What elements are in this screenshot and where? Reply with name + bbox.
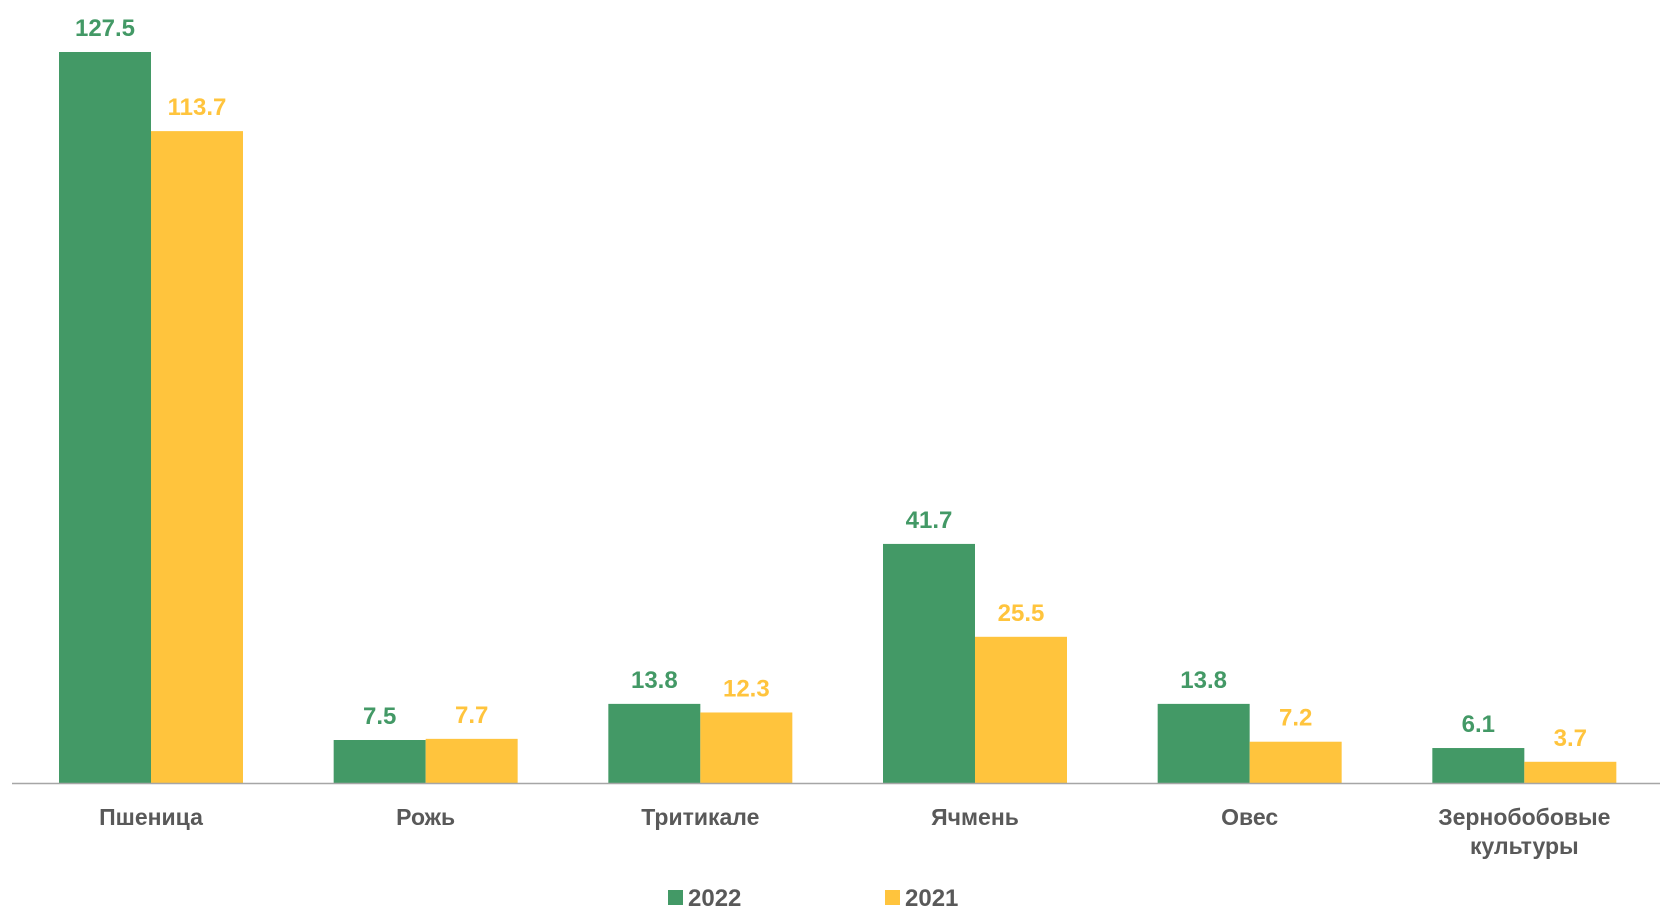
- value-label-2022-3: 41.7: [906, 507, 953, 534]
- category-label-4: Овес: [1221, 804, 1278, 830]
- bar-2021-5: [1524, 761, 1617, 783]
- category-label-3: Ячмень: [931, 804, 1019, 830]
- legend-swatch-2022: [668, 890, 683, 905]
- bar-2022-5: [1432, 748, 1525, 783]
- bars-layer: [59, 52, 1617, 783]
- category-label-1: Рожь: [396, 804, 455, 830]
- bar-2022-3: [883, 543, 975, 783]
- bar-2021-1: [425, 738, 518, 783]
- value-label-2021-2: 12.3: [723, 675, 770, 702]
- value-label-2022-1: 7.5: [363, 703, 396, 730]
- value-label-2022-0: 127.5: [75, 15, 135, 42]
- legend-label-2022: 2022: [688, 885, 741, 912]
- category-label-0: Пшеница: [99, 804, 203, 830]
- bar-2022-0: [59, 52, 151, 783]
- bar-2021-2: [700, 712, 793, 783]
- category-label-5-line-1: культуры: [1470, 833, 1579, 859]
- category-label-2: Тритикале: [641, 804, 759, 830]
- value-label-2022-5: 6.1: [1462, 711, 1495, 738]
- bar-2022-1: [333, 740, 426, 783]
- category-labels-layer: Пшеница Рожь Тритикале Ячмень Овес Зернобобов…: [99, 804, 1610, 859]
- legend-swatch-2021: [885, 890, 900, 905]
- value-label-2022-4: 13.8: [1180, 667, 1227, 694]
- value-labels-layer: 127.5 113.7 7.5 7.7 13.8 12.3 41.7 25.5 13.8 7.2 6…: [75, 15, 1587, 752]
- legend: 2022 2021: [668, 885, 958, 912]
- bar-2021-3: [975, 636, 1067, 783]
- bar-2021-4: [1249, 741, 1342, 783]
- bar-2022-2: [608, 703, 701, 783]
- bar-2021-0: [151, 131, 243, 783]
- value-label-2022-2: 13.8: [631, 667, 678, 694]
- value-label-2021-4: 7.2: [1279, 705, 1312, 732]
- value-label-2021-1: 7.7: [455, 702, 488, 729]
- legend-label-2021: 2021: [905, 885, 958, 912]
- value-label-2021-3: 25.5: [998, 600, 1045, 627]
- value-label-2021-5: 3.7: [1554, 725, 1587, 752]
- bar-2022-4: [1157, 703, 1250, 783]
- value-label-2021-0: 113.7: [168, 94, 227, 121]
- category-label-5-line-0: Зернобобовые: [1438, 804, 1610, 830]
